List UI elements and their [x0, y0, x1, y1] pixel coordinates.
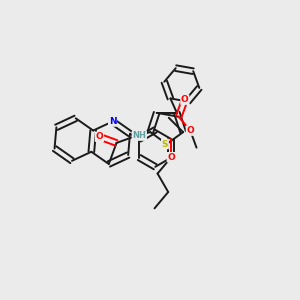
Text: O: O	[96, 132, 103, 141]
Text: NH: NH	[132, 131, 146, 140]
Text: O: O	[181, 95, 189, 104]
Text: S: S	[162, 140, 168, 148]
Text: N: N	[109, 117, 116, 126]
Text: O: O	[186, 126, 194, 135]
Text: O: O	[167, 153, 175, 162]
